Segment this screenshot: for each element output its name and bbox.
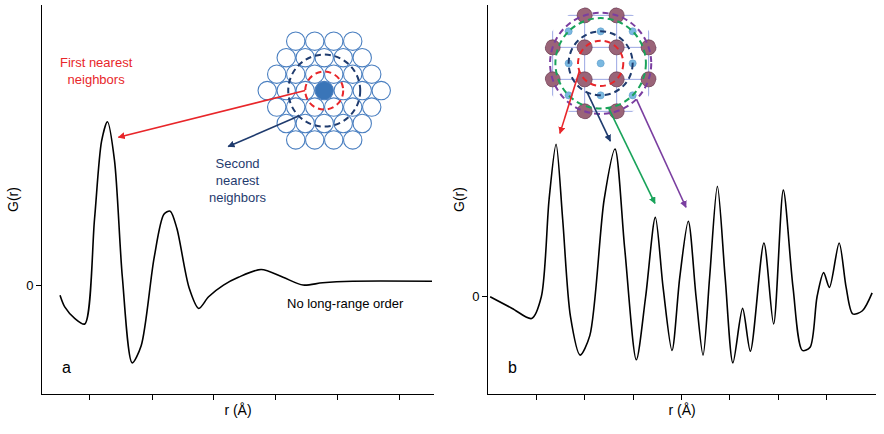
svg-text:a: a <box>62 359 71 376</box>
svg-text:First nearestneighbors: First nearestneighbors <box>60 55 133 87</box>
svg-text:r (Å): r (Å) <box>224 402 251 418</box>
svg-text:Secondnearestneighbors: Secondnearestneighbors <box>209 156 267 205</box>
svg-text:No long-range order: No long-range order <box>287 296 404 311</box>
svg-text:G(r): G(r) <box>5 187 21 212</box>
svg-text:0: 0 <box>472 289 479 304</box>
svg-text:G(r): G(r) <box>451 187 467 212</box>
svg-text:r (Å): r (Å) <box>668 402 695 418</box>
svg-text:b: b <box>508 359 517 376</box>
svg-text:0: 0 <box>26 278 33 293</box>
